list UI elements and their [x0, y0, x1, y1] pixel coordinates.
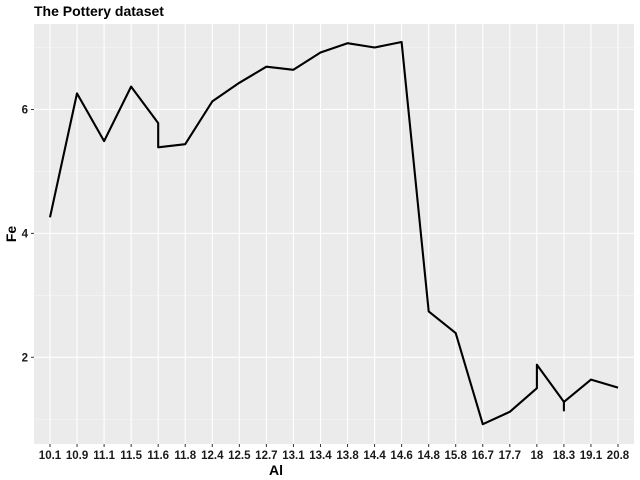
major-gridlines — [34, 24, 634, 444]
x-tick-label: 11.6 — [147, 450, 169, 462]
y-axis: 2 4 6 — [22, 104, 34, 364]
x-tick-label: 12.7 — [255, 450, 277, 462]
x-tick-label: 12.4 — [201, 450, 224, 462]
y-tick-label: 2 — [22, 352, 28, 364]
x-tick-label: 13.4 — [309, 450, 332, 462]
x-tick-label: 11.1 — [93, 450, 115, 462]
x-tick-label: 18 — [530, 450, 543, 462]
x-tick-label: 14.8 — [417, 450, 440, 462]
x-tick-label: 11.5 — [120, 450, 142, 462]
x-tick-label: 19.1 — [580, 450, 603, 462]
x-tick-label: 11.8 — [174, 450, 196, 462]
x-axis-title: Al — [269, 462, 283, 478]
y-tick-label: 6 — [22, 104, 28, 116]
x-tick-label: 13.8 — [336, 450, 359, 462]
x-tick-label: 10.9 — [66, 450, 88, 462]
x-tick-label: 20.8 — [607, 450, 630, 462]
y-tick-label: 4 — [22, 228, 29, 240]
plot-panel — [34, 24, 634, 444]
x-tick-label: 14.6 — [390, 450, 412, 462]
chart-title: The Pottery dataset — [34, 3, 164, 19]
x-tick-label: 17.7 — [499, 450, 521, 462]
series-layer — [48, 40, 619, 426]
series-line — [48, 40, 619, 426]
x-axis: 10.1 10.9 11.1 11.5 11.6 11.8 12.4 12.5 12.7 13.1… — [39, 444, 630, 462]
x-tick-label: 16.7 — [472, 450, 494, 462]
x-tick-label: 15.8 — [445, 450, 468, 462]
y-axis-title: Fe — [3, 226, 19, 243]
x-tick-label: 13.1 — [282, 450, 305, 462]
x-tick-label: 10.1 — [39, 450, 62, 462]
x-tick-label: 12.5 — [228, 450, 251, 462]
x-tick-label: 14.4 — [363, 450, 386, 462]
x-tick-label: 18.3 — [553, 450, 575, 462]
